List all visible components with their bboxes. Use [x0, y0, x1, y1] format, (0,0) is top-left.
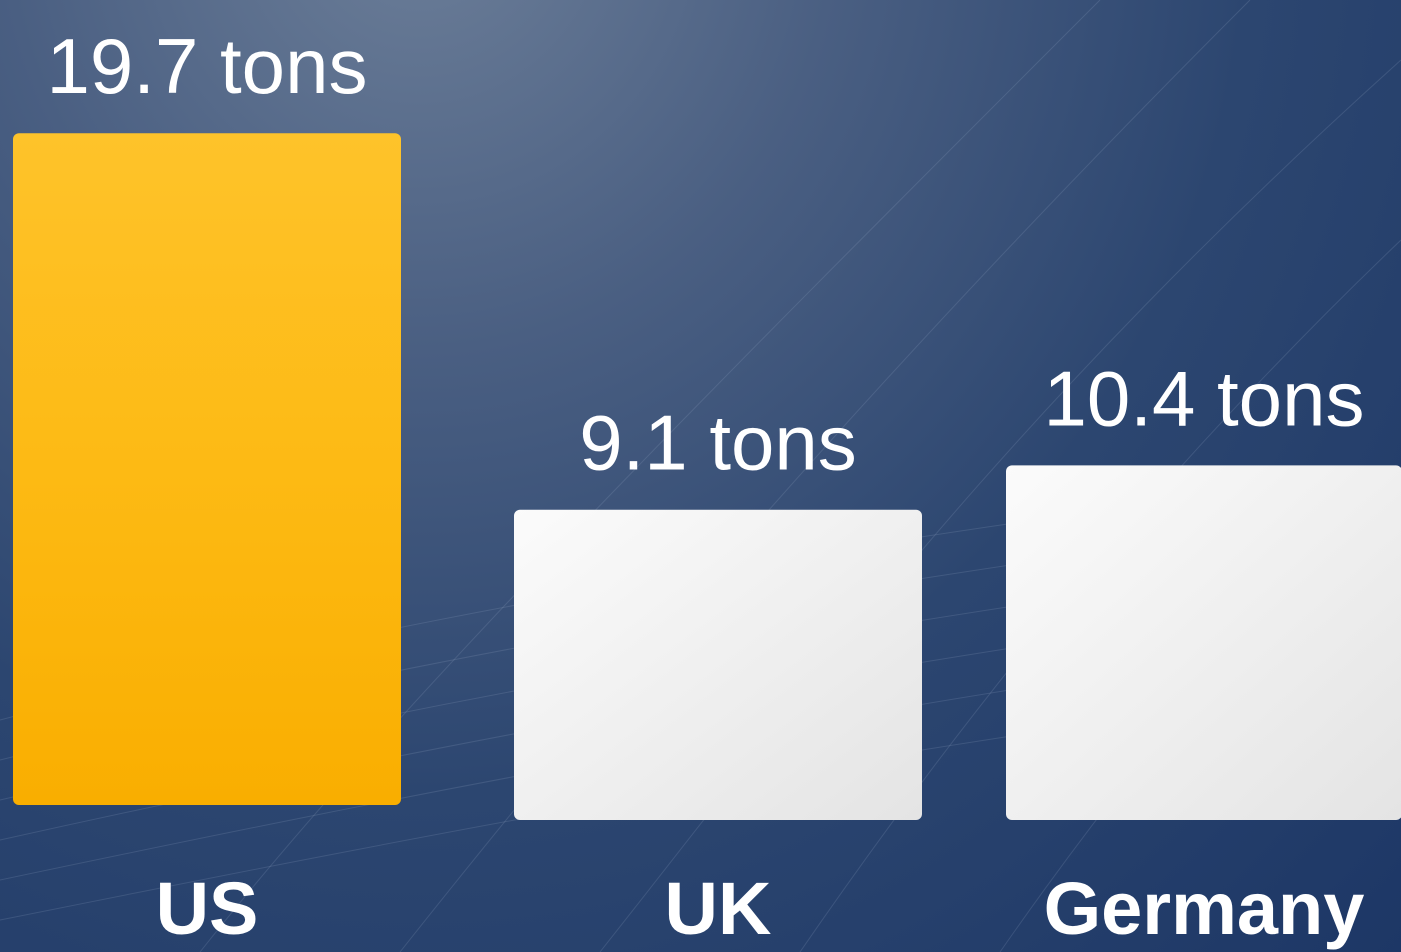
x-axis-categories: US UK Germany: [156, 867, 1365, 950]
value-label-uk: 9.1 tons: [579, 399, 857, 487]
value-labels: 19.7 tons 9.1 tons 10.4 tons: [47, 22, 1365, 486]
bar-us: [13, 133, 401, 806]
value-label-germany: 10.4 tons: [1044, 354, 1365, 442]
category-label-germany: Germany: [1044, 867, 1365, 950]
bar-uk: [514, 509, 922, 820]
category-label-uk: UK: [665, 867, 772, 950]
category-label-us: US: [156, 867, 259, 950]
value-label-us: 19.7 tons: [47, 22, 368, 110]
bar-germany: [1006, 465, 1401, 820]
bars: [13, 133, 1401, 820]
